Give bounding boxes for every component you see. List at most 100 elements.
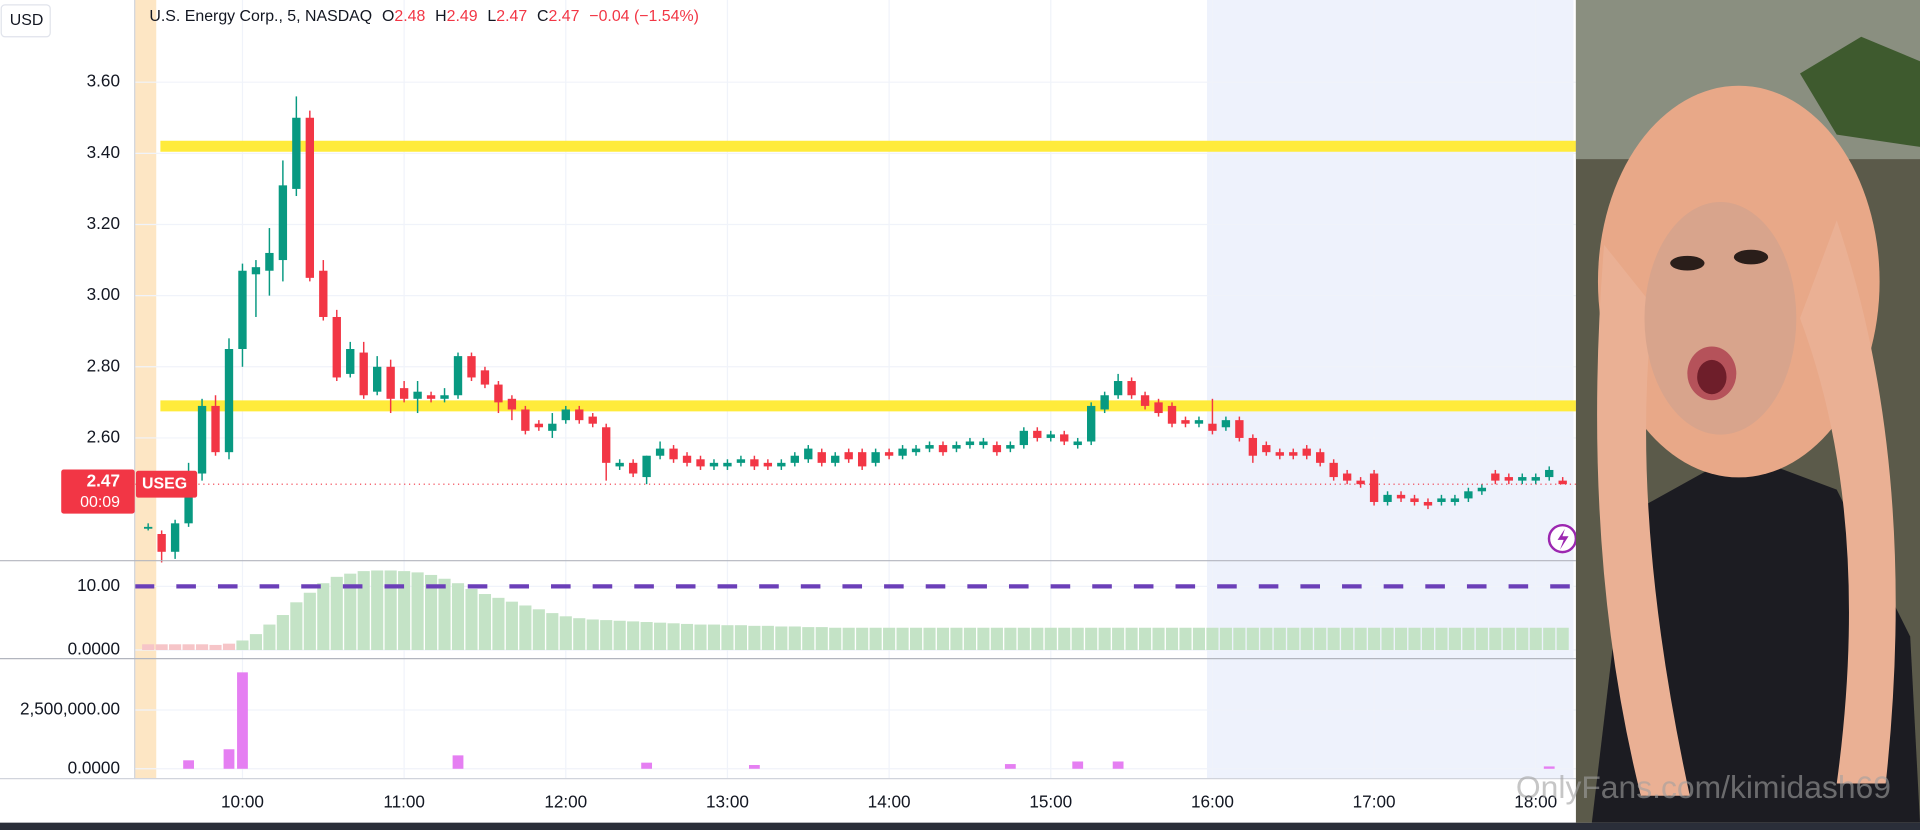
candle-body bbox=[1060, 434, 1069, 442]
y-tick-label: 0.0000 bbox=[68, 639, 120, 659]
indicator-bar bbox=[600, 620, 613, 651]
candle-body bbox=[804, 448, 813, 460]
indicator-bar bbox=[936, 627, 950, 651]
indicator-bar bbox=[1004, 627, 1017, 651]
indicator-bar bbox=[330, 576, 343, 651]
indicator-bar bbox=[1125, 627, 1138, 651]
indicator-bar bbox=[1219, 627, 1232, 651]
candle-body bbox=[642, 455, 651, 478]
indicator-bar bbox=[236, 640, 249, 651]
x-tick-label: 16:00 bbox=[1191, 792, 1234, 812]
y-tick-label: 3.20 bbox=[87, 213, 120, 233]
indicator-bar bbox=[182, 644, 195, 651]
candle-body bbox=[925, 445, 934, 449]
plant bbox=[1800, 36, 1920, 147]
y-tick-label: 3.40 bbox=[87, 142, 120, 162]
candle-body bbox=[170, 523, 180, 552]
indicator-bar bbox=[398, 571, 411, 651]
candle-body bbox=[965, 441, 975, 446]
indicator-bar bbox=[276, 615, 289, 651]
ohlc-label: L bbox=[487, 8, 496, 25]
ohlc-label: O bbox=[382, 8, 394, 25]
alert-bolt bbox=[1557, 528, 1569, 550]
indicator-bar bbox=[977, 627, 990, 651]
watermark: OnlyFans.com/kimidash69 bbox=[1516, 769, 1891, 805]
candle-body bbox=[1100, 395, 1109, 410]
candle-body bbox=[1181, 420, 1190, 424]
indicator-bar bbox=[613, 620, 626, 651]
candle-body bbox=[817, 452, 826, 463]
volume-bar bbox=[748, 765, 760, 769]
indicator-bar bbox=[1085, 627, 1098, 651]
indicator-bar bbox=[1287, 627, 1300, 651]
candle-body bbox=[790, 455, 799, 463]
session-shade bbox=[134, 0, 157, 779]
last-price: 2.47 bbox=[87, 470, 120, 490]
x-tick-label: 18:00 bbox=[1514, 792, 1557, 812]
candle-body bbox=[1316, 452, 1325, 463]
hair-right bbox=[1800, 220, 1896, 784]
candle-body bbox=[696, 459, 705, 467]
candle-body bbox=[494, 384, 503, 403]
candle-body bbox=[871, 452, 880, 463]
candle-body bbox=[1423, 501, 1433, 506]
candle-body bbox=[831, 455, 840, 463]
indicator-bar bbox=[478, 594, 492, 651]
candle-body bbox=[1194, 420, 1204, 424]
candle-body bbox=[1302, 448, 1311, 456]
countdown: 00:09 bbox=[80, 494, 120, 511]
indicator-bar bbox=[923, 627, 936, 651]
indicator-bar bbox=[1179, 627, 1192, 651]
candle-body bbox=[1127, 381, 1136, 396]
marks bbox=[134, 96, 1576, 769]
indicator-bar bbox=[505, 601, 518, 651]
indicator-bar bbox=[1462, 627, 1475, 651]
eye bbox=[1670, 255, 1705, 271]
symbol-box bbox=[135, 470, 198, 498]
candle-body bbox=[1033, 430, 1042, 438]
candle-body bbox=[251, 267, 261, 275]
candle-body bbox=[1073, 441, 1082, 446]
currency-box bbox=[0, 4, 51, 38]
indicator-bar bbox=[1475, 627, 1488, 651]
indicator-bar bbox=[465, 588, 478, 651]
indicator-bar bbox=[1408, 627, 1421, 651]
candle-body bbox=[723, 462, 732, 467]
volume-bar bbox=[1543, 766, 1555, 769]
candle-body bbox=[157, 533, 166, 552]
candle-body bbox=[534, 423, 544, 428]
candle-body bbox=[1006, 445, 1015, 449]
indicator-bar bbox=[1273, 627, 1286, 651]
indicator-bar bbox=[290, 602, 303, 651]
volume-bar bbox=[237, 672, 248, 769]
candle-body bbox=[413, 391, 422, 399]
candle-body bbox=[1248, 437, 1258, 456]
ohlc-label: C bbox=[537, 8, 549, 25]
indicator-bar bbox=[707, 624, 721, 651]
candle-body bbox=[1518, 477, 1527, 481]
candle-body bbox=[1208, 423, 1217, 431]
indicator-bar bbox=[1502, 627, 1515, 651]
candle-body bbox=[777, 462, 786, 467]
x-tick-label: 10:00 bbox=[221, 792, 264, 812]
indicator-bar bbox=[721, 625, 734, 651]
y-tick-label: 3.60 bbox=[87, 71, 120, 91]
candle-body bbox=[750, 459, 759, 467]
candle-body bbox=[1235, 420, 1244, 438]
candle-body bbox=[1262, 445, 1271, 453]
candle-body bbox=[561, 409, 570, 421]
candle-body bbox=[669, 448, 678, 460]
indicator-bar bbox=[950, 627, 963, 651]
indicator-bar bbox=[761, 625, 774, 651]
header: U.S. Energy Corp., 5, NASDAQ O2.48 H2.49 L2… bbox=[149, 8, 699, 25]
candle-body bbox=[1491, 473, 1500, 481]
indicator-bar bbox=[734, 625, 747, 651]
candle-body bbox=[224, 349, 234, 453]
x-tick-label: 17:00 bbox=[1353, 792, 1396, 812]
candle-body bbox=[736, 459, 746, 463]
x-tick-label: 12:00 bbox=[544, 792, 587, 812]
indicator-bar bbox=[1394, 627, 1408, 651]
symbol: USEG bbox=[142, 475, 187, 492]
candle-body bbox=[319, 270, 328, 317]
